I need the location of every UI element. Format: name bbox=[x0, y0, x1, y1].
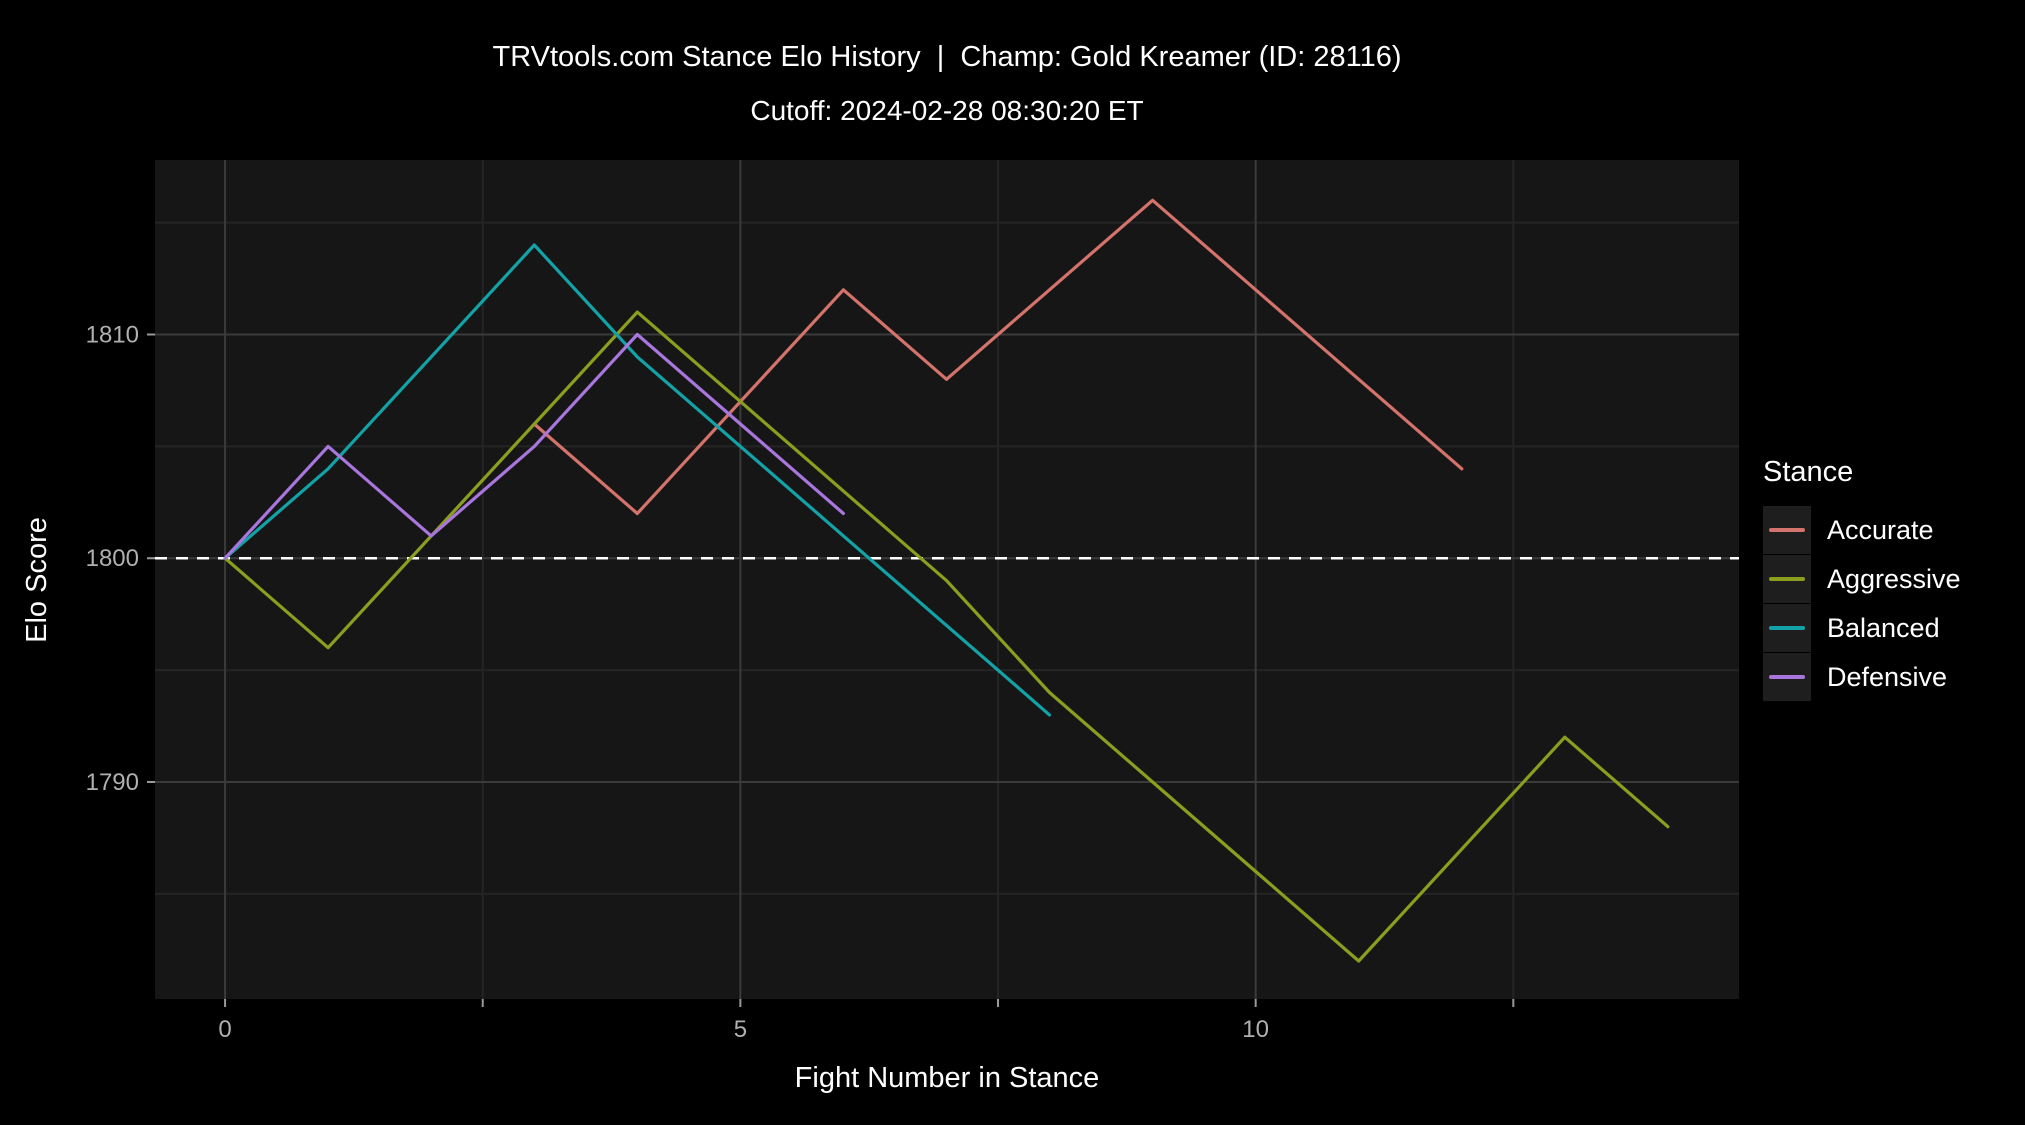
legend-key-accurate bbox=[1763, 506, 1811, 554]
legend-label: Accurate bbox=[1827, 514, 1934, 545]
series-line-accurate bbox=[532, 198, 1464, 516]
legend-key-defensive bbox=[1763, 653, 1811, 701]
legend-item-accurate: Accurate bbox=[1763, 506, 1961, 554]
legend: Stance Accurate Aggressive Balanced Defensi… bbox=[1763, 456, 1961, 702]
legend-label: Balanced bbox=[1827, 612, 1940, 643]
plot-panel: 0 5 10 1790 1800 1810 bbox=[86, 160, 1739, 1043]
legend-label: Defensive bbox=[1827, 661, 1948, 692]
series-line-aggressive bbox=[223, 310, 1670, 963]
legend-key-line-icon bbox=[1769, 675, 1805, 679]
chart-title: TRVtools.com Stance Elo History | Champ:… bbox=[492, 41, 1401, 73]
legend-item-balanced: Balanced bbox=[1763, 604, 1961, 652]
legend-items: Accurate Aggressive Balanced Defensive bbox=[1763, 506, 1961, 701]
y-axis-title: Elo Score bbox=[21, 517, 53, 643]
series-line-balanced bbox=[223, 243, 1052, 717]
legend-key-line-icon bbox=[1769, 626, 1805, 630]
legend-key-aggressive bbox=[1763, 555, 1811, 603]
series-line-defensive bbox=[223, 332, 846, 560]
x-tick-label: 10 bbox=[1242, 1016, 1269, 1043]
legend-key-balanced bbox=[1763, 604, 1811, 652]
legend-key-line-icon bbox=[1769, 528, 1805, 532]
x-axis-title: Fight Number in Stance bbox=[795, 1062, 1100, 1094]
legend-key-line-icon bbox=[1769, 577, 1805, 581]
legend-title: Stance bbox=[1763, 456, 1854, 488]
y-tick-label: 1790 bbox=[86, 769, 139, 796]
x-tick-label: 5 bbox=[734, 1016, 747, 1043]
legend-item-defensive: Defensive bbox=[1763, 653, 1961, 701]
legend-label: Aggressive bbox=[1827, 563, 1961, 594]
y-tick-label: 1800 bbox=[86, 545, 139, 572]
chart-subtitle: Cutoff: 2024-02-28 08:30:20 ET bbox=[750, 95, 1143, 126]
legend-item-aggressive: Aggressive bbox=[1763, 555, 1961, 603]
x-tick-label: 0 bbox=[218, 1016, 231, 1043]
y-tick-label: 1810 bbox=[86, 322, 139, 349]
